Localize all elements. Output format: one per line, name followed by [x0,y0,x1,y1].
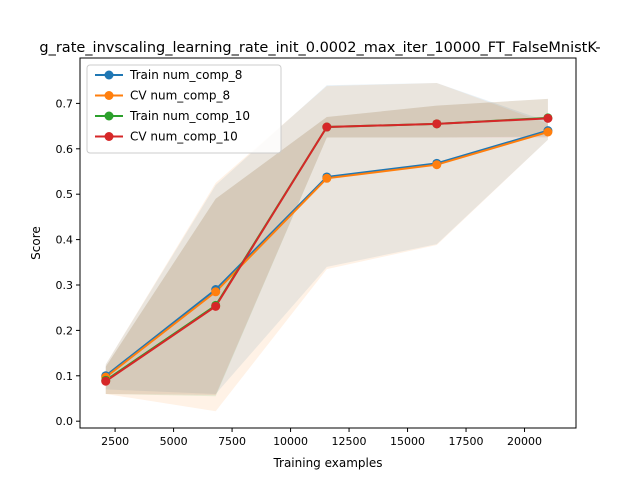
band-cv-num-comp-10 [105,98,548,395]
x-axis-label: Training examples [272,456,382,470]
x-tick-label: 17500 [449,435,484,448]
y-axis-label: Score [29,226,43,260]
y-tick-label: 0.2 [56,324,74,337]
legend-marker-train-num-comp-8 [104,70,114,80]
legend-marker-cv-num-comp-10 [104,132,114,141]
y-tick-label: 0.5 [56,188,74,201]
x-tick-label: 7500 [218,435,246,448]
legend-label-cv-num-comp-10: CV num_comp_10 [130,130,238,144]
x-tick-label: 2500 [101,435,129,448]
x-axis-ticks: 2500 5000 7500 10000 12500 15000 17500 20000 [101,428,542,448]
series-markers [101,113,553,386]
legend-marker-cv-num-comp-8 [104,91,114,100]
y-tick-label: 0.3 [56,279,74,292]
legend-label-train-num-comp-8: Train num_comp_8 [129,68,242,82]
legend-box [86,64,282,154]
point-cv-num-comp-10-4 [543,113,553,123]
band-train-num-comp-10 [105,98,548,397]
chart-title: g_rate_invscaling_learning_rate_init_0.0… [39,40,600,56]
y-axis-ticks: 0.0 0.1 0.2 0.3 0.4 0.5 0.6 0.7 [56,97,80,428]
plot-frame [79,57,577,429]
x-tick-label: 12500 [332,435,367,448]
x-tick-label: 20000 [507,435,542,448]
point-cv-num-comp-10-3 [432,119,442,129]
legend-items: Train num_comp_8 CV num_comp_8 Train num_c… [95,68,250,144]
point-cv-num-comp-10-0 [101,376,111,386]
point-cv-num-comp-10-1 [211,301,221,311]
point-cv-num-comp-10-2 [322,122,332,132]
point-cv-num-comp-8-2 [322,173,332,183]
legend: Train num_comp_8 CV num_comp_8 Train num_c… [86,64,282,154]
point-cv-num-comp-8-4 [543,127,553,137]
x-tick-label: 10000 [273,435,308,448]
legend-marker-train-num-comp-10 [104,111,114,121]
y-tick-label: 0.4 [56,234,74,247]
y-tick-label: 0.0 [56,415,74,428]
point-cv-num-comp-8-3 [432,160,442,170]
y-tick-label: 0.1 [56,370,74,383]
x-tick-label: 5000 [160,435,188,448]
point-cv-num-comp-8-1 [211,287,221,297]
y-tick-label: 0.6 [56,143,74,156]
y-tick-label: 0.7 [56,97,74,110]
x-tick-label: 15000 [390,435,425,448]
legend-label-cv-num-comp-8: CV num_comp_8 [130,89,230,103]
legend-label-train-num-comp-10: Train num_comp_10 [129,109,250,123]
